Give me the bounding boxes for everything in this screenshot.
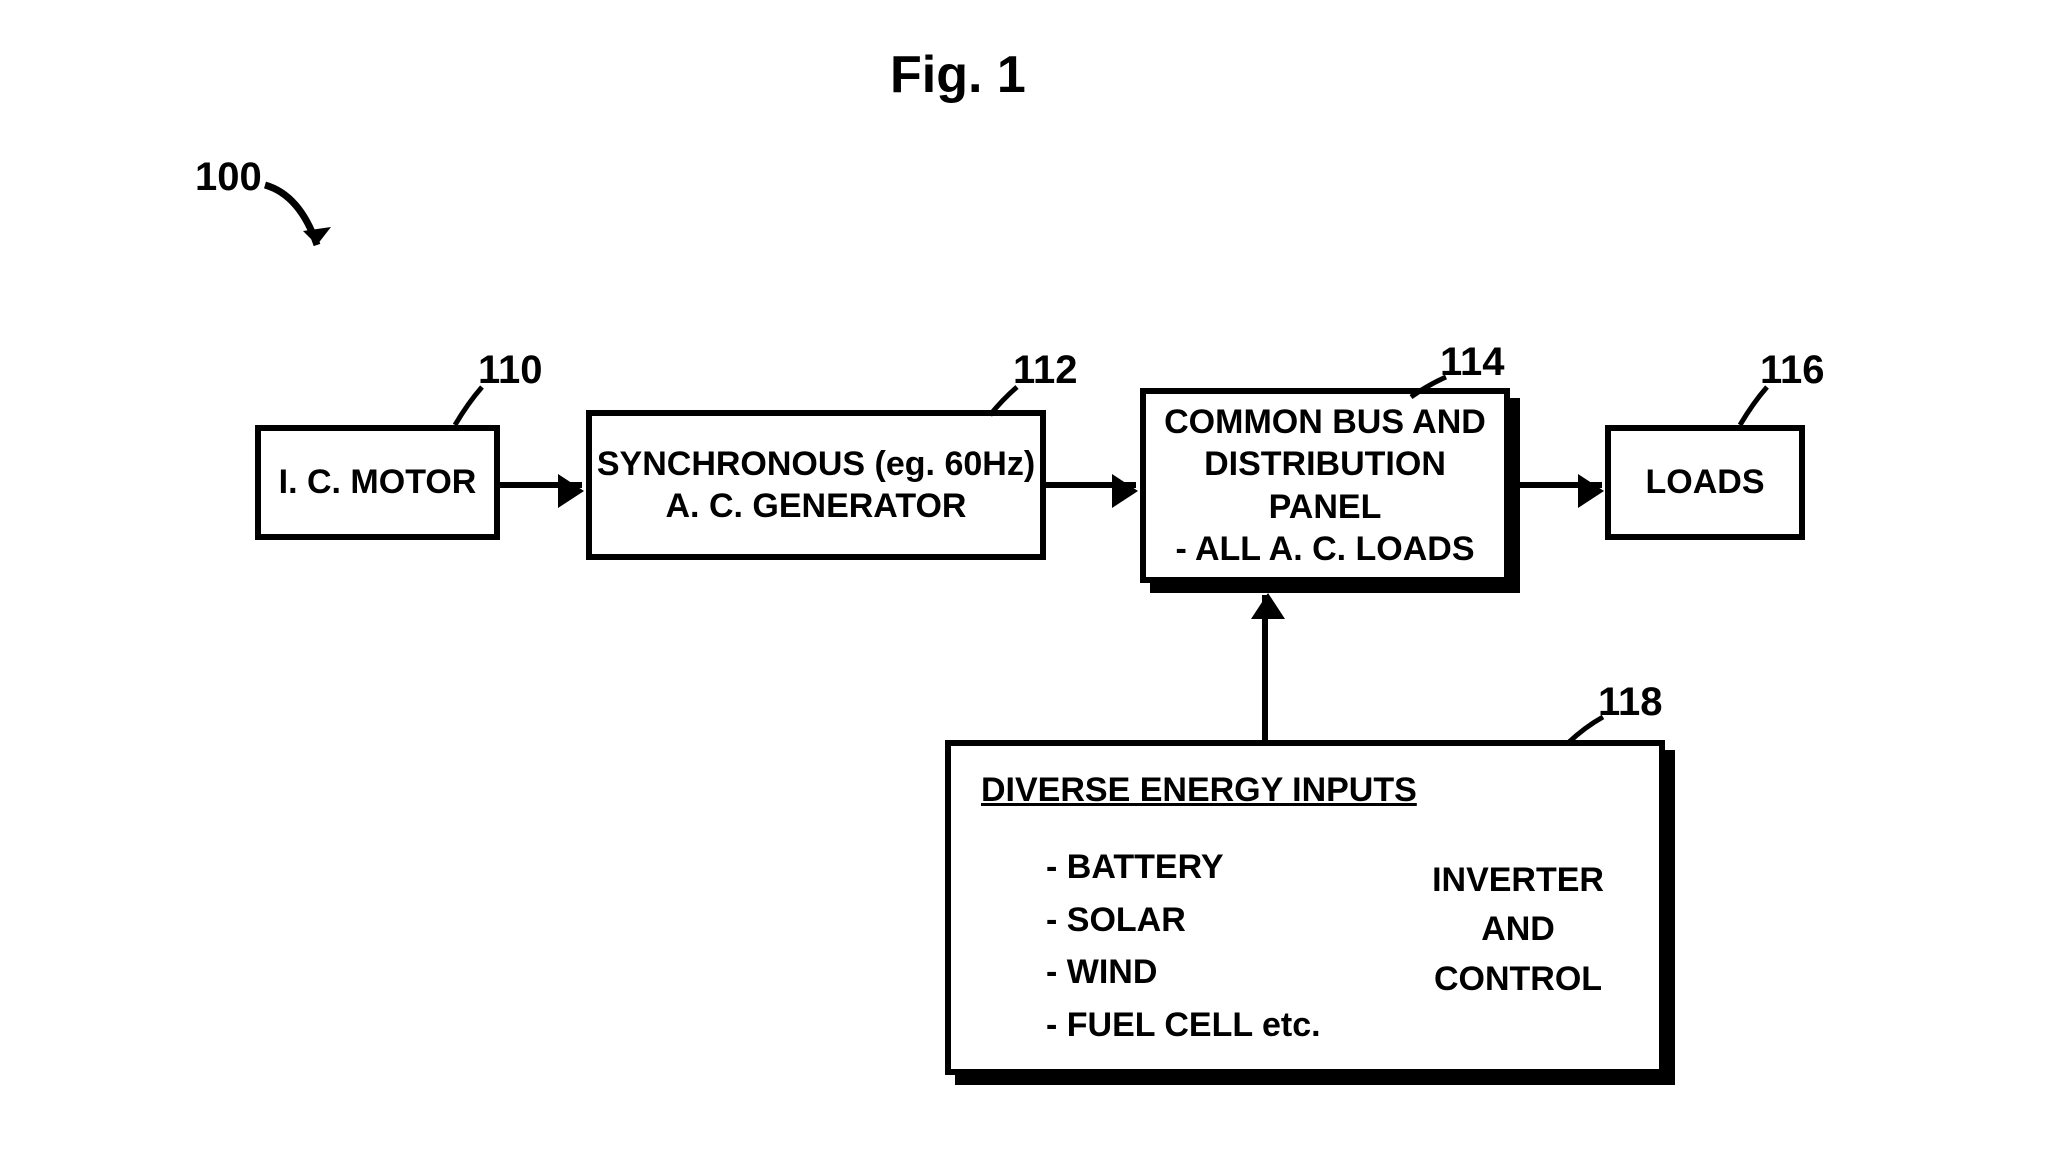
arrow-motor-to-gen (500, 482, 582, 488)
figure-title: Fig. 1 (890, 45, 1026, 105)
box-loads: LOADS (1605, 425, 1805, 540)
arrow-diverse-to-bus (1262, 595, 1268, 740)
box-ic-motor-text: I. C. MOTOR (279, 461, 477, 504)
diverse-items-col: - BATTERY - SOLAR - WIND - FUEL CELL etc… (1046, 841, 1321, 1052)
box-loads-text: LOADS (1646, 461, 1765, 504)
ref-100-arrow (255, 165, 355, 275)
box-ic-motor: I. C. MOTOR (255, 425, 500, 540)
leader-118 (1565, 715, 1620, 750)
leader-114 (1408, 375, 1463, 405)
ref-100: 100 (195, 155, 262, 200)
leader-112 (985, 385, 1035, 420)
diverse-item-4: - FUEL CELL etc. (1046, 999, 1321, 1052)
box-bus-line2: DISTRIBUTION PANEL (1146, 443, 1504, 528)
diverse-right-3: CONTROL (1432, 955, 1604, 1004)
diverse-item-3: - WIND (1046, 946, 1321, 999)
diverse-item-2: - SOLAR (1046, 894, 1321, 947)
leader-110 (450, 385, 500, 430)
diverse-heading: DIVERSE ENERGY INPUTS (981, 771, 1417, 810)
box-generator-line2: A. C. GENERATOR (666, 485, 967, 528)
arrow-gen-to-bus (1046, 482, 1136, 488)
diagram-canvas: Fig. 1 100 I. C. MOTOR 110 SYNCHRONOUS (… (0, 0, 2060, 1159)
box-generator: SYNCHRONOUS (eg. 60Hz) A. C. GENERATOR (586, 410, 1046, 560)
box-common-bus: COMMON BUS AND DISTRIBUTION PANEL - ALL … (1140, 388, 1510, 583)
arrow-bus-to-loads (1520, 482, 1602, 488)
box-bus-line3: - ALL A. C. LOADS (1175, 528, 1474, 571)
diverse-right-1: INVERTER (1432, 856, 1604, 905)
diverse-item-1: - BATTERY (1046, 841, 1321, 894)
leader-116 (1735, 385, 1785, 430)
diverse-right-col: INVERTER AND CONTROL (1432, 856, 1604, 1004)
box-diverse-energy: DIVERSE ENERGY INPUTS - BATTERY - SOLAR … (945, 740, 1665, 1075)
box-bus-line1: COMMON BUS AND (1164, 401, 1486, 444)
diverse-right-2: AND (1432, 905, 1604, 954)
box-generator-line1: SYNCHRONOUS (eg. 60Hz) (597, 443, 1035, 486)
